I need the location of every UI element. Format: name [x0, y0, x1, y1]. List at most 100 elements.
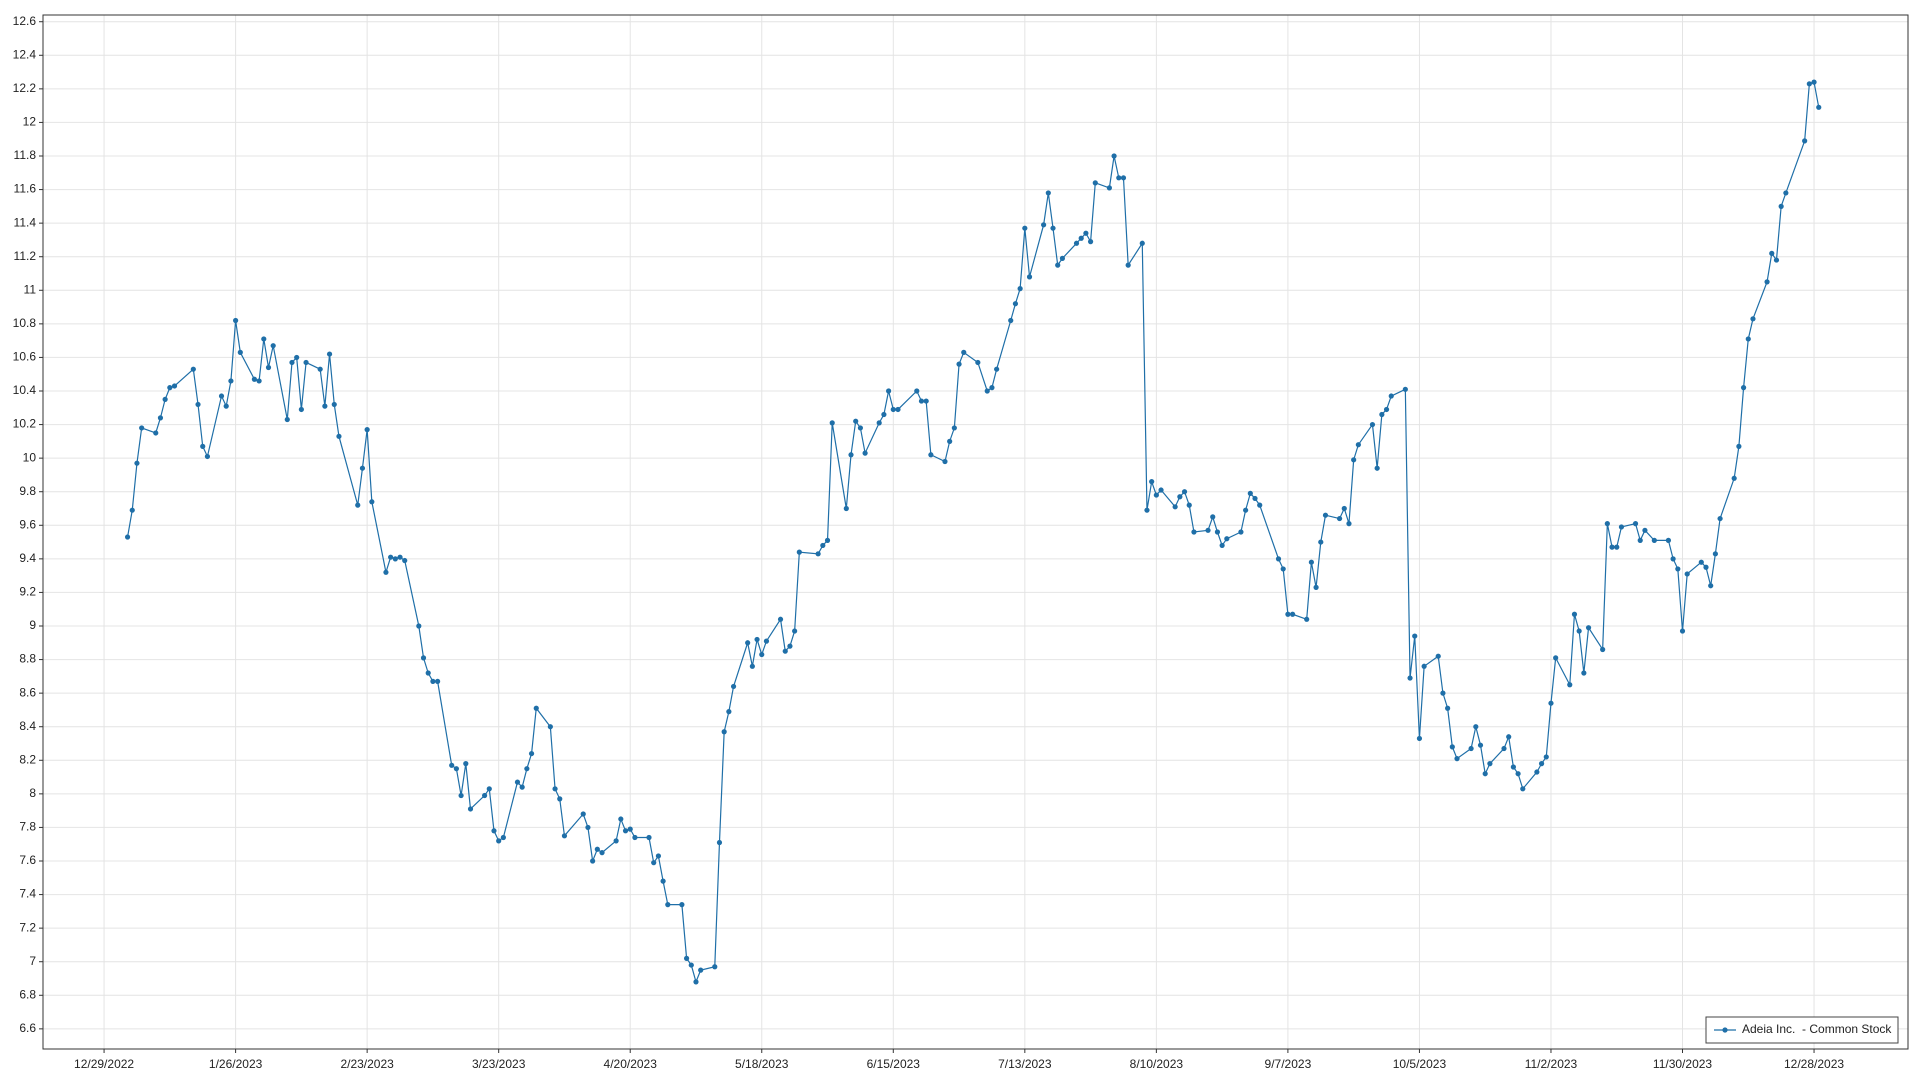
data-line	[126, 81, 1820, 984]
data-point	[777, 616, 784, 622]
data-point	[796, 549, 802, 555]
data-point	[331, 401, 337, 408]
data-point	[1050, 225, 1056, 231]
data-point	[1609, 544, 1615, 550]
y-tick-label: 6.6	[19, 1021, 36, 1035]
data-point	[1806, 81, 1812, 87]
data-point	[1534, 769, 1540, 775]
y-tick-label: 11	[24, 282, 37, 296]
data-point	[1008, 317, 1014, 324]
data-point	[829, 420, 835, 426]
data-point	[1219, 542, 1225, 549]
data-point	[1769, 250, 1775, 256]
data-point	[1106, 185, 1112, 191]
data-point	[918, 398, 925, 404]
data-point	[1252, 495, 1258, 502]
data-point	[1412, 633, 1418, 639]
data-point	[200, 443, 206, 449]
data-point	[1172, 504, 1178, 510]
data-point	[1041, 222, 1047, 228]
data-point	[585, 824, 591, 831]
data-point	[1308, 559, 1314, 565]
data-point	[561, 833, 568, 839]
data-point	[1181, 489, 1188, 495]
y-tick-label: 11.4	[14, 215, 37, 229]
data-point	[528, 750, 535, 757]
y-tick-label: 6.8	[19, 987, 36, 1001]
data-point	[721, 729, 727, 735]
data-point	[336, 433, 342, 439]
data-point	[416, 623, 422, 629]
data-point	[1322, 512, 1329, 518]
data-point	[1553, 655, 1559, 661]
data-point	[1139, 240, 1145, 246]
legend-marker	[1722, 1027, 1728, 1033]
data-point	[580, 811, 586, 817]
data-point	[881, 411, 887, 418]
y-tick-label: 11.8	[14, 148, 37, 162]
data-point	[853, 418, 859, 424]
data-point	[1318, 539, 1324, 545]
x-tick-label: 7/13/2023	[998, 1057, 1052, 1071]
data-point	[223, 403, 229, 409]
data-point	[162, 396, 168, 402]
data-point	[693, 979, 699, 985]
data-point	[303, 359, 309, 366]
data-point	[1191, 529, 1197, 535]
data-point	[754, 636, 760, 643]
data-point	[824, 537, 831, 543]
data-point	[622, 828, 629, 834]
data-point	[1454, 756, 1460, 762]
data-point	[1632, 521, 1639, 527]
x-tick-label: 1/26/2023	[209, 1057, 263, 1071]
data-point	[716, 839, 723, 846]
data-point	[862, 450, 868, 456]
data-point	[251, 376, 257, 382]
y-tick-label: 10.6	[13, 350, 37, 364]
data-point	[153, 430, 159, 436]
data-point	[1520, 786, 1526, 792]
data-point	[1477, 742, 1484, 748]
data-point	[1571, 611, 1578, 617]
data-point	[1149, 479, 1155, 485]
data-point	[1355, 442, 1361, 448]
data-point	[1416, 735, 1423, 742]
data-point	[1449, 744, 1455, 750]
data-point	[613, 838, 619, 844]
plot-frame	[42, 14, 1909, 1050]
data-point	[1346, 521, 1352, 527]
data-point	[467, 806, 474, 812]
data-point	[1125, 262, 1131, 268]
data-point	[994, 366, 1000, 372]
data-point	[195, 401, 201, 408]
data-point	[496, 838, 502, 844]
data-point	[322, 403, 328, 409]
data-point	[1017, 286, 1023, 292]
y-tick-label: 10.2	[13, 417, 37, 431]
data-point	[627, 826, 633, 832]
data-point	[655, 853, 662, 859]
data-point	[383, 569, 389, 575]
data-point	[1153, 492, 1159, 498]
data-point	[1421, 663, 1427, 669]
y-tick-label: 9.2	[19, 585, 36, 599]
data-point	[1473, 724, 1479, 730]
y-tick-label: 12	[23, 115, 37, 129]
data-point	[392, 556, 398, 562]
y-tick-label: 10.4	[13, 383, 37, 397]
data-point	[1243, 507, 1249, 513]
data-point	[928, 452, 934, 458]
data-point	[1506, 734, 1512, 740]
data-point	[885, 388, 892, 394]
data-point	[923, 398, 929, 404]
data-point	[1445, 705, 1451, 711]
data-point	[519, 784, 525, 790]
data-point	[618, 816, 624, 822]
data-point	[1214, 529, 1221, 535]
data-point	[270, 343, 276, 349]
data-point	[956, 361, 962, 367]
data-point	[1435, 653, 1441, 659]
data-point	[1116, 175, 1122, 181]
data-point	[1111, 153, 1117, 159]
data-point	[294, 354, 300, 361]
